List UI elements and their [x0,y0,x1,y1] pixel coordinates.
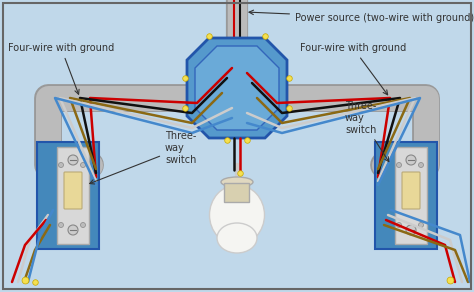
FancyBboxPatch shape [395,147,427,244]
Text: Four-wire with ground: Four-wire with ground [8,43,114,94]
Text: Three-
way
switch: Three- way switch [90,131,196,184]
Circle shape [68,155,78,165]
Ellipse shape [210,185,264,245]
Circle shape [81,223,85,227]
Circle shape [81,163,85,168]
Circle shape [419,223,423,227]
Text: Four-wire with ground: Four-wire with ground [300,43,406,95]
Circle shape [68,225,78,235]
Circle shape [396,223,401,227]
Circle shape [396,163,401,168]
Circle shape [419,163,423,168]
Text: Three-
way
switch: Three- way switch [345,101,389,161]
FancyBboxPatch shape [37,142,99,248]
Polygon shape [195,46,279,130]
Circle shape [58,163,64,168]
Polygon shape [187,38,287,138]
FancyBboxPatch shape [225,182,249,201]
Ellipse shape [217,223,257,253]
Circle shape [406,225,416,235]
Text: Power source (two-wire with ground): Power source (two-wire with ground) [249,10,474,23]
FancyBboxPatch shape [64,172,82,209]
FancyBboxPatch shape [57,147,89,244]
Circle shape [406,155,416,165]
FancyBboxPatch shape [375,142,437,248]
FancyBboxPatch shape [402,172,420,209]
Ellipse shape [221,177,253,187]
Circle shape [58,223,64,227]
